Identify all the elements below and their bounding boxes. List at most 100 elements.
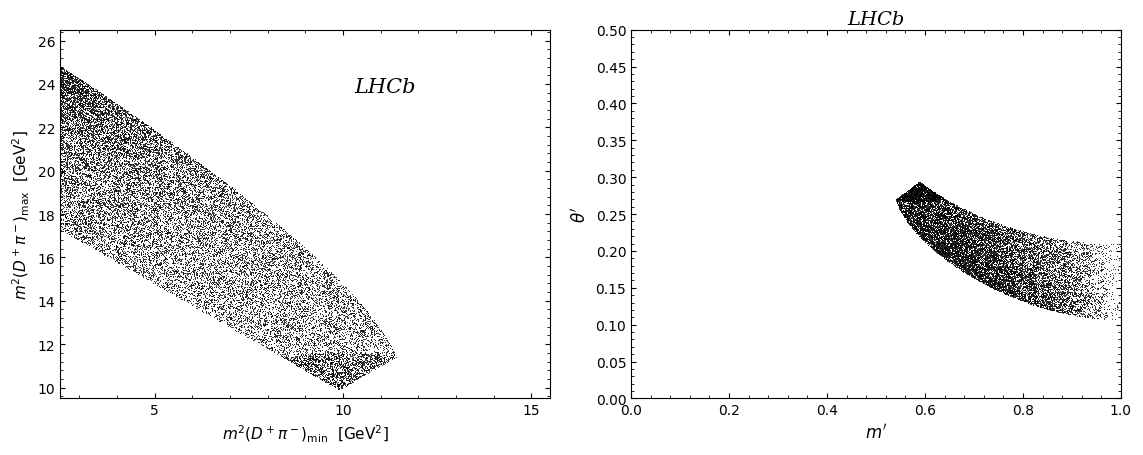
Point (1112, 307, 1130, 314)
Point (1112, 375, 1130, 383)
Point (1078, 311, 1096, 318)
Point (1112, 337, 1130, 344)
Point (1112, 318, 1130, 326)
Point (233, 305, 251, 312)
Point (1112, 348, 1130, 355)
Point (43, 187, 62, 195)
Point (210, 234, 229, 241)
Point (1037, 290, 1055, 297)
Point (128, 116, 146, 123)
Point (146, 200, 165, 207)
Point (297, 313, 315, 320)
Point (1050, 249, 1069, 256)
Point (1112, 295, 1130, 302)
Point (219, 218, 238, 226)
Point (256, 320, 274, 328)
Point (973, 232, 991, 239)
Point (151, 178, 169, 186)
Point (962, 240, 981, 247)
Point (1084, 267, 1102, 274)
Point (111, 187, 129, 195)
Point (1001, 275, 1020, 283)
Point (21, 107, 39, 114)
Point (953, 242, 972, 249)
Point (912, 184, 930, 192)
Point (1112, 303, 1130, 310)
Point (1112, 276, 1130, 283)
Point (927, 210, 945, 217)
Point (319, 351, 337, 358)
Point (1112, 341, 1130, 349)
Point (1112, 342, 1130, 349)
Point (1112, 311, 1130, 318)
Point (920, 205, 938, 212)
Point (1112, 333, 1130, 340)
Point (1112, 307, 1130, 314)
Point (49, 116, 67, 124)
Point (1112, 269, 1130, 276)
Point (254, 239, 272, 246)
Point (349, 374, 367, 382)
Point (1112, 342, 1130, 349)
Point (976, 233, 994, 240)
Point (163, 259, 182, 267)
Point (279, 352, 297, 359)
Point (1112, 320, 1130, 328)
Point (109, 106, 127, 114)
Point (105, 179, 123, 186)
Point (81, 234, 99, 241)
Point (1112, 323, 1130, 330)
Point (1062, 268, 1080, 275)
Point (981, 234, 999, 241)
Point (961, 263, 980, 270)
Point (293, 294, 311, 302)
Point (49, 82, 67, 90)
Point (50, 126, 69, 133)
Point (115, 213, 134, 221)
Point (2, 160, 21, 167)
Point (1112, 291, 1130, 298)
Point (70, 152, 88, 159)
Point (945, 254, 964, 262)
Point (1031, 235, 1049, 243)
Point (1112, 332, 1130, 339)
Point (989, 226, 1007, 233)
Point (118, 126, 136, 133)
Point (962, 220, 981, 228)
Point (1112, 289, 1130, 297)
Point (1112, 308, 1130, 316)
Point (202, 273, 221, 281)
Point (10, 154, 29, 162)
Point (255, 261, 273, 268)
Point (1038, 252, 1056, 259)
Point (1112, 351, 1130, 358)
Point (215, 282, 233, 289)
Point (317, 284, 335, 292)
Point (1112, 345, 1130, 352)
Point (0, 33, 3, 40)
Point (0, 75, 8, 82)
Point (1112, 344, 1130, 351)
Point (154, 219, 173, 227)
Point (1112, 287, 1130, 294)
Point (1112, 260, 1130, 268)
Point (1112, 251, 1130, 258)
Point (15, 133, 33, 140)
Point (1112, 286, 1130, 293)
Point (1042, 298, 1061, 306)
Point (0, 153, 8, 160)
Point (1112, 292, 1130, 299)
Point (1054, 251, 1072, 258)
Point (1112, 332, 1130, 339)
Point (982, 268, 1000, 276)
Point (984, 264, 1002, 272)
Point (1112, 299, 1130, 307)
Point (11, 50, 30, 57)
Point (250, 235, 269, 243)
Point (1112, 307, 1130, 314)
Point (53, 206, 71, 213)
Point (925, 242, 943, 249)
Point (98, 187, 117, 194)
Point (1069, 270, 1087, 278)
Point (1112, 290, 1130, 297)
